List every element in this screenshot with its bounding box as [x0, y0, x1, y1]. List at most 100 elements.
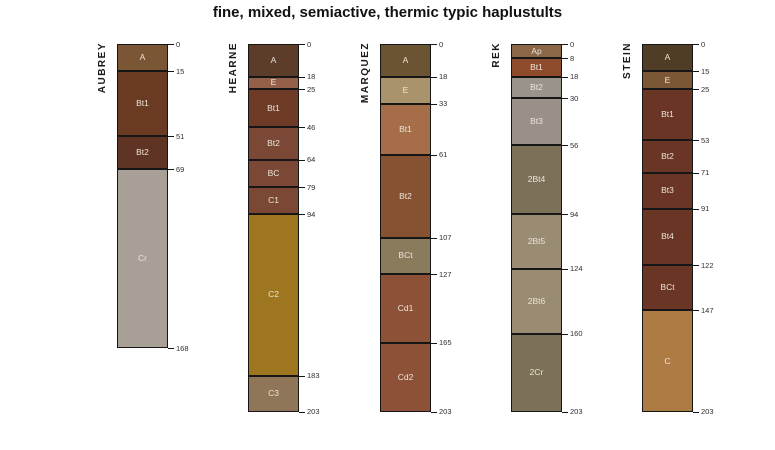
horizon-label: C1: [268, 195, 279, 206]
horizon-label: Bt2: [661, 150, 674, 161]
depth-tick-line: [562, 44, 568, 45]
depth-tick-label: 18: [439, 72, 448, 82]
horizon-marquez-bt2: Bt2: [380, 154, 431, 238]
depth-tick-label: 15: [701, 66, 710, 76]
horizon-label: Bt4: [661, 231, 674, 242]
horizon-hearne-c3: C3: [248, 375, 299, 412]
horizon-label: A: [139, 52, 146, 63]
horizon-label: Bt2: [136, 147, 149, 158]
depth-tick-line: [693, 71, 699, 73]
depth-tick-label: 25: [701, 84, 710, 94]
depth-tick-label: 69: [176, 164, 185, 174]
horizon-label: A: [402, 54, 409, 65]
depth-tick-label: 124: [570, 264, 583, 274]
depth-tick-label: 0: [701, 39, 706, 49]
horizon-hearne-bt1: Bt1: [248, 89, 299, 128]
horizon-label: A: [664, 52, 671, 63]
depth-tick-label: 91: [701, 204, 710, 214]
depth-tick-label: 203: [701, 407, 714, 417]
horizon-aubrey-bt2: Bt2: [117, 136, 168, 170]
depth-tick-label: 61: [439, 150, 448, 160]
depth-tick-line: [299, 127, 305, 129]
horizon-aubrey-cr: Cr: [117, 169, 168, 349]
depth-tick-label: 122: [701, 260, 714, 270]
depth-tick-line: [693, 44, 699, 45]
depth-tick-line: [693, 89, 699, 91]
horizon-marquez-cd2: Cd2: [380, 342, 431, 412]
horizon-hearne-a: A: [248, 44, 299, 77]
horizon-hearne-c1: C1: [248, 187, 299, 215]
horizon-label: Ap: [531, 45, 542, 56]
horizon-label: 2Bt6: [527, 295, 546, 306]
horizon-label: 2Bt4: [527, 174, 546, 185]
depth-tick-line: [168, 169, 174, 171]
chart-title: fine, mixed, semiactive, thermic typic h…: [212, 4, 563, 21]
horizon-label: BCt: [660, 282, 675, 293]
depth-tick-line: [431, 44, 437, 45]
depth-tick-line: [299, 44, 305, 45]
horizon-label: BCt: [398, 250, 413, 261]
depth-tick-label: 79: [307, 182, 316, 192]
horizon-stein-bt1: Bt1: [642, 89, 693, 141]
depth-tick-line: [431, 103, 437, 105]
soil-column-rek: Ap Bt1 Bt2 Bt3 2Bt4 2Bt5 2Bt6 2Cr: [511, 44, 562, 412]
depth-tick-line: [693, 140, 699, 142]
soil-column-aubrey: A Bt1 Bt2 Cr: [117, 44, 168, 349]
soil-column-marquez: A E Bt1 Bt2 BCt Cd1 Cd2: [380, 44, 431, 412]
depth-tick-line: [562, 58, 568, 60]
horizon-rek-2bt4: 2Bt4: [511, 145, 562, 215]
horizon-label: C: [664, 355, 671, 366]
depth-tick-label: 203: [439, 407, 452, 417]
horizon-hearne-bt2: Bt2: [248, 127, 299, 160]
horizon-label: Bt1: [399, 123, 412, 134]
depth-tick-label: 160: [570, 329, 583, 339]
depth-tick-label: 15: [176, 66, 185, 76]
depth-tick-line: [562, 145, 568, 147]
depth-tick-line: [299, 411, 305, 413]
depth-tick-line: [693, 172, 699, 174]
horizon-label: E: [270, 77, 277, 88]
horizon-label: E: [664, 74, 671, 85]
depth-tick-label: 203: [307, 407, 320, 417]
depth-tick-line: [562, 268, 568, 270]
horizon-rek-2bt6: 2Bt6: [511, 268, 562, 334]
horizon-aubrey-a: A: [117, 44, 168, 72]
depth-tick-line: [431, 274, 437, 276]
depth-tick-line: [299, 76, 305, 78]
horizon-label: C3: [268, 388, 279, 399]
depth-tick-label: 94: [307, 209, 316, 219]
horizon-marquez-bt1: Bt1: [380, 103, 431, 155]
horizon-rek-ap: Ap: [511, 44, 562, 59]
depth-tick-line: [168, 136, 174, 138]
horizon-hearne-e: E: [248, 76, 299, 90]
depth-tick-label: 203: [570, 407, 583, 417]
horizon-label: Bt2: [530, 81, 543, 92]
horizon-label: C2: [268, 289, 279, 300]
horizon-label: Bt2: [267, 138, 280, 149]
horizon-label: Bt3: [530, 116, 543, 127]
soil-column-stein: A E Bt1 Bt2 Bt3 Bt4 BCt C: [642, 44, 693, 412]
depth-tick-label: 107: [439, 233, 452, 243]
horizon-label: Bt1: [136, 98, 149, 109]
depth-tick-line: [168, 44, 174, 45]
horizon-label: Bt1: [267, 102, 280, 113]
depth-tick-label: 168: [176, 343, 189, 353]
depth-tick-line: [693, 208, 699, 210]
depth-tick-line: [299, 187, 305, 189]
profile-id-hearne: HEARNE: [228, 42, 239, 94]
horizon-rek-bt1: Bt1: [511, 58, 562, 77]
horizon-label: Cd2: [397, 371, 414, 382]
depth-tick-line: [693, 310, 699, 312]
horizon-marquez-e: E: [380, 76, 431, 104]
depth-tick-label: 18: [570, 72, 579, 82]
soil-column-hearne: A E Bt1 Bt2 BC C1 C2 C3: [248, 44, 299, 412]
depth-tick-line: [562, 76, 568, 78]
horizon-aubrey-bt1: Bt1: [117, 71, 168, 137]
depth-tick-line: [168, 71, 174, 73]
horizon-label: Bt1: [530, 62, 543, 73]
depth-tick-label: 94: [570, 209, 579, 219]
depth-tick-label: 0: [307, 39, 312, 49]
depth-tick-line: [562, 411, 568, 413]
depth-tick-label: 64: [307, 155, 316, 165]
depth-tick-line: [299, 375, 305, 377]
